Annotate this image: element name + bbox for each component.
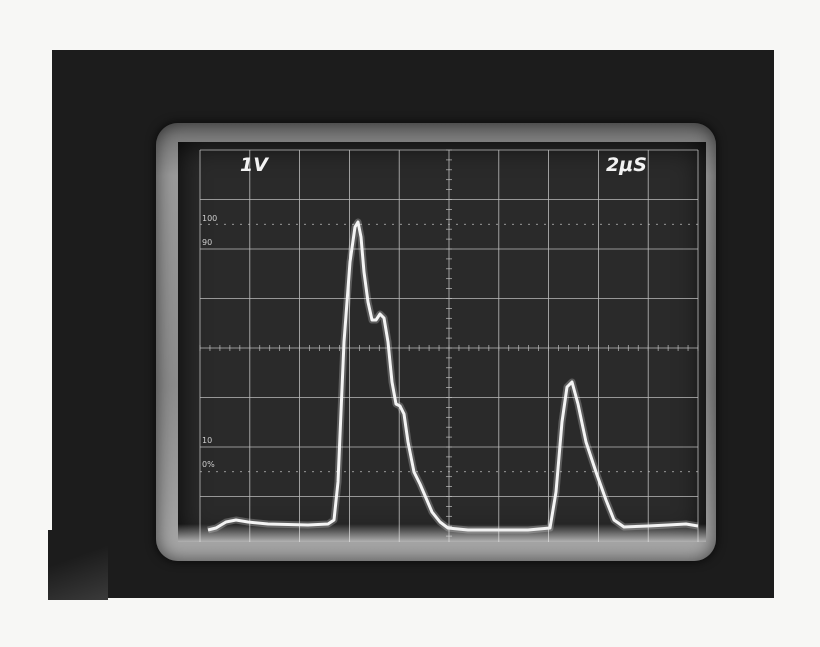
scale-mark-90: 90 — [202, 238, 213, 247]
scale-mark-100: 100 — [202, 214, 218, 223]
graticule-grid — [199, 149, 699, 542]
graticule-and-trace — [199, 149, 699, 542]
waveform-trace — [207, 220, 699, 532]
time-per-division-label: 2μS — [606, 154, 647, 176]
waveform-trace-glow — [207, 218, 699, 534]
photo-background: 1V 2μS 100 90 10 0% — [48, 50, 774, 600]
volts-per-division-label: 1V — [240, 154, 268, 176]
scale-mark-0-percent: 0% — [202, 460, 215, 469]
scale-mark-10: 10 — [202, 436, 213, 445]
oscilloscope-screen: 1V 2μS 100 90 10 0% — [178, 142, 706, 542]
